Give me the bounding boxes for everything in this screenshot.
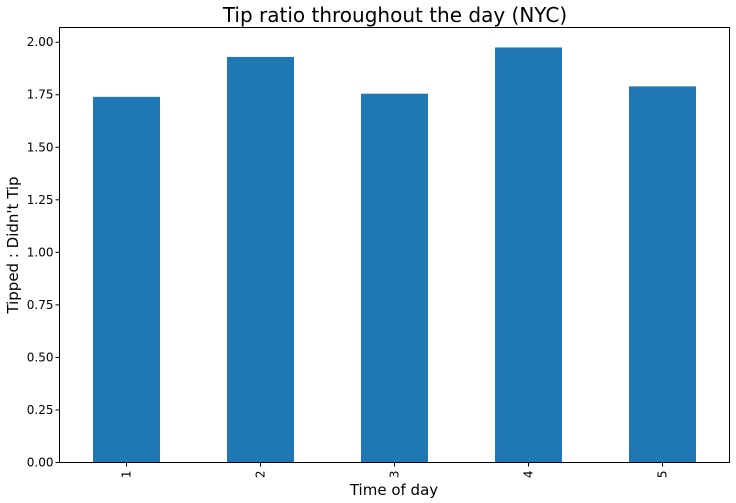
x-tick-label: 1 — [120, 471, 134, 479]
bar-3 — [361, 93, 428, 463]
y-tick-label: 1.50 — [27, 140, 54, 154]
chart-title: Tip ratio throughout the day (NYC) — [222, 3, 567, 27]
y-tick-label: 1.00 — [27, 245, 54, 259]
plot-frame — [59, 27, 730, 463]
y-tick-label: 0.25 — [27, 403, 54, 417]
y-axis-label: Tipped : Didn't Tip — [4, 176, 22, 314]
bar-2 — [227, 56, 294, 463]
x-tick-label: 2 — [254, 471, 268, 479]
bar-4 — [495, 47, 562, 463]
x-tick-label: 4 — [522, 471, 536, 479]
x-tick-label: 3 — [388, 471, 402, 479]
bar-1 — [93, 96, 160, 463]
y-axis-ticks: 0.00 0.25 0.50 0.75 1.00 1.25 1.50 1.75 2.00 — [27, 35, 60, 470]
y-tick-label: 0.50 — [27, 350, 54, 364]
y-tick-label: 1.25 — [27, 193, 54, 207]
y-tick-label: 2.00 — [27, 35, 54, 49]
y-tick-label: 1.75 — [27, 88, 54, 102]
x-axis-label: Time of day — [349, 481, 438, 499]
bars-group — [93, 47, 696, 463]
x-axis-ticks: 1 2 3 4 5 — [120, 462, 670, 479]
y-tick-label: 0.75 — [27, 298, 54, 312]
bar-5 — [629, 86, 696, 463]
y-tick-label: 0.00 — [27, 456, 54, 470]
x-tick-label: 5 — [656, 471, 670, 479]
